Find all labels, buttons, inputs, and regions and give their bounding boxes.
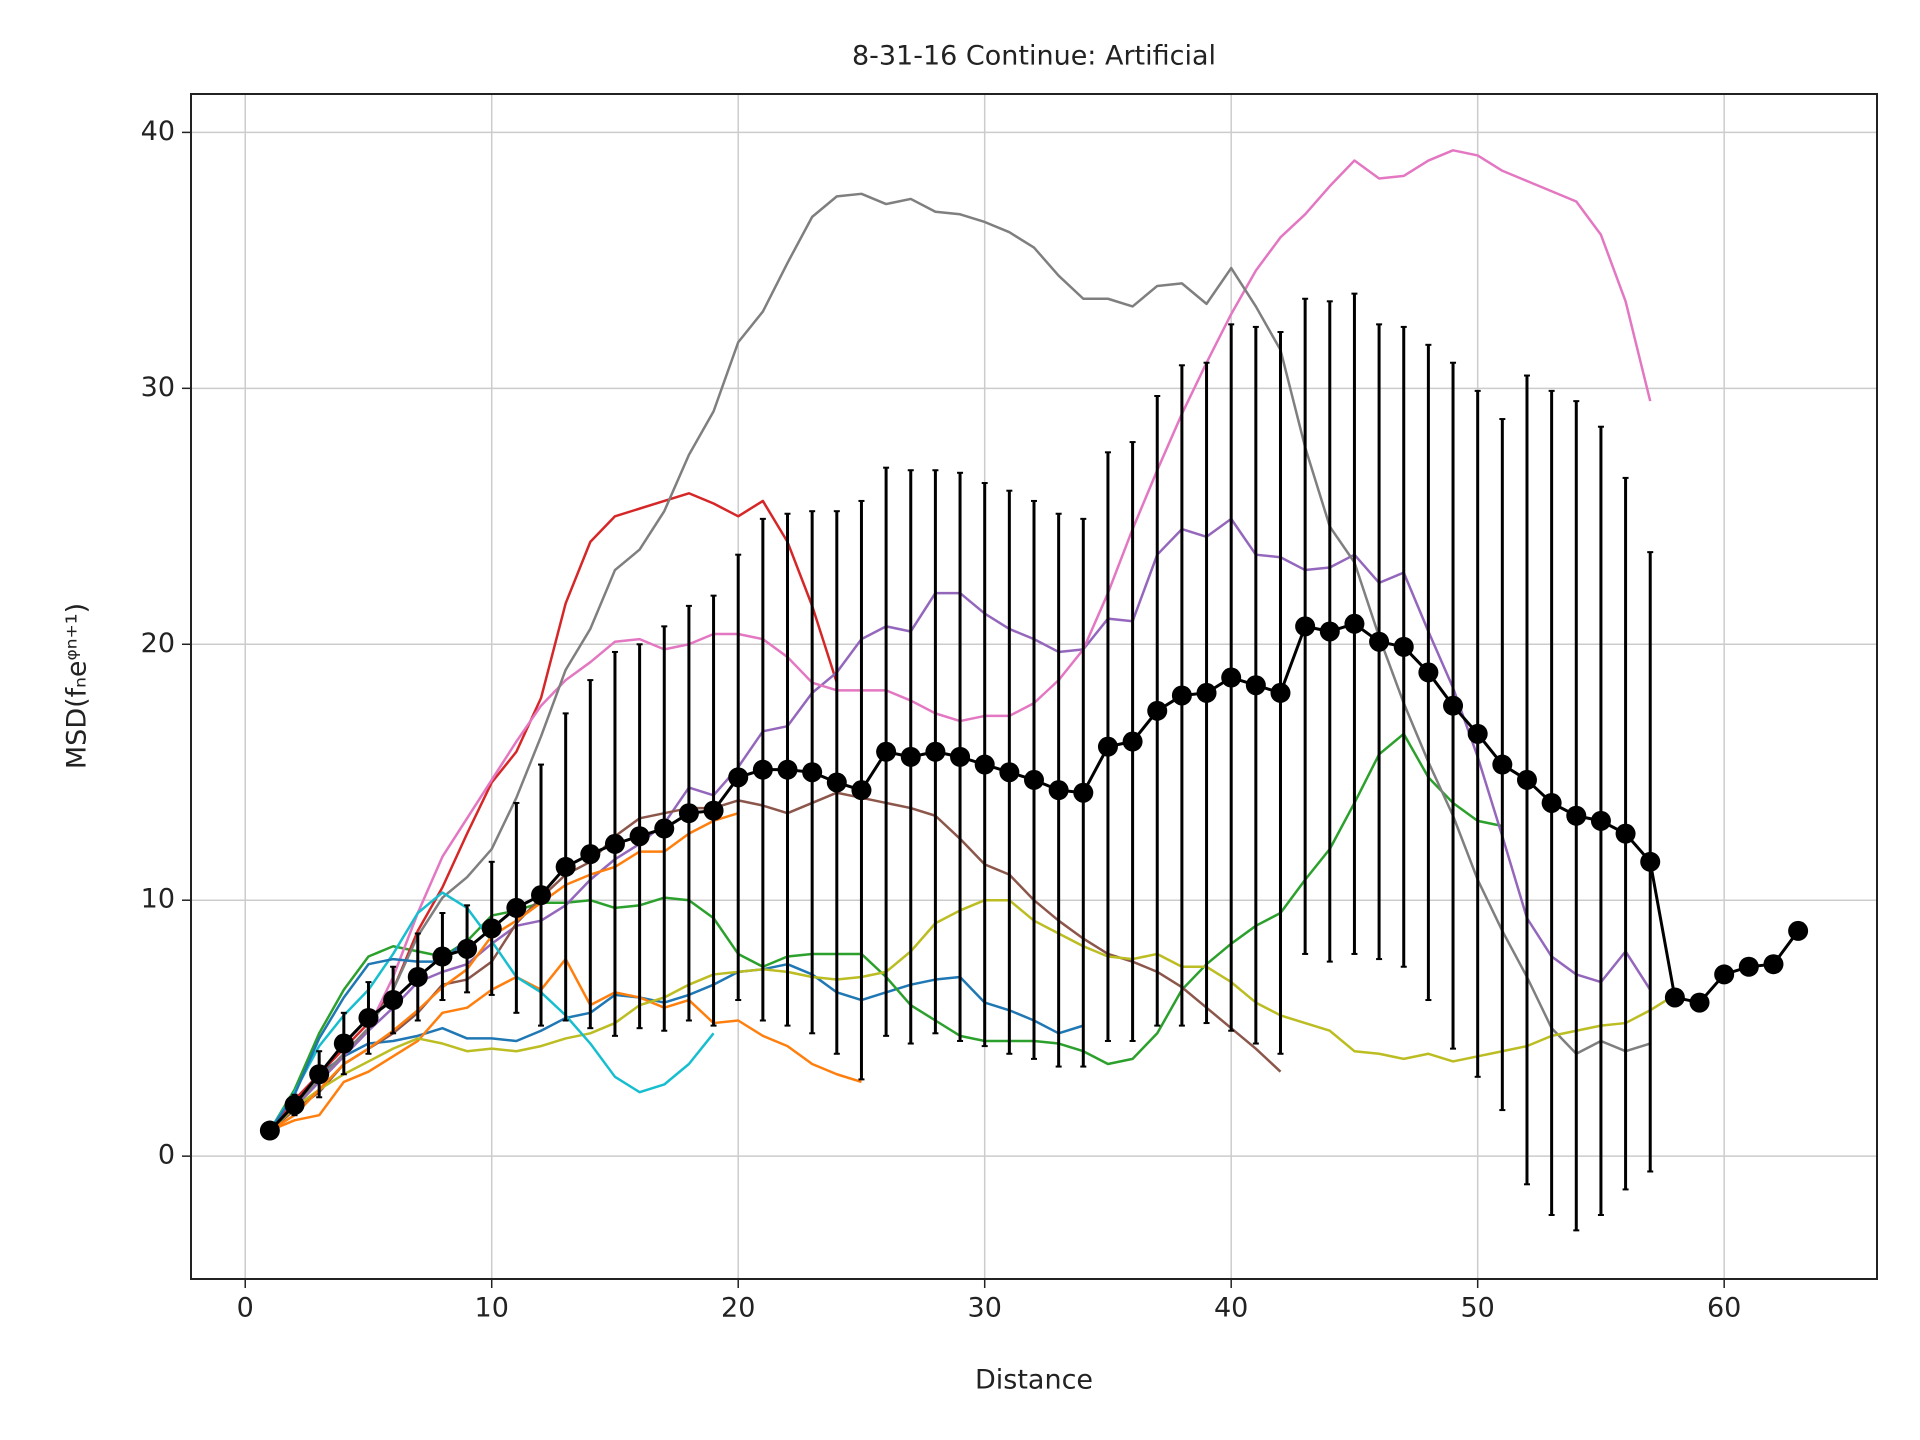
data-point: [1221, 667, 1242, 688]
data-point: [950, 746, 971, 767]
data-point: [506, 897, 527, 918]
data-point: [481, 918, 502, 939]
data-point: [358, 1007, 379, 1028]
data-point: [407, 966, 428, 987]
data-point: [1492, 754, 1513, 775]
data-point: [1615, 823, 1636, 844]
y-tick-label: 30: [141, 372, 175, 403]
series-line: [268, 192, 1651, 1132]
data-point: [333, 1033, 354, 1054]
y-tick-label: 0: [158, 1140, 175, 1171]
data-point: [309, 1064, 330, 1085]
data-point: [1763, 954, 1784, 975]
data-point: [728, 767, 749, 788]
data-point: [1393, 636, 1414, 657]
y-tick-label: 20: [141, 628, 175, 659]
data-point: [826, 772, 847, 793]
data-point: [1689, 992, 1710, 1013]
data-point: [1097, 736, 1118, 757]
series-line: [269, 898, 1676, 1132]
data-point: [1541, 792, 1562, 813]
plot-frame: [190, 93, 1878, 1280]
data-point: [1664, 987, 1685, 1008]
data-point: [1245, 675, 1266, 696]
data-point: [1516, 769, 1537, 790]
data-point: [851, 780, 872, 801]
data-point: [1171, 685, 1192, 706]
data-point: [1788, 920, 1809, 941]
data-point: [654, 818, 675, 839]
data-point: [925, 741, 946, 762]
x-tick-label: 60: [1707, 1293, 1741, 1324]
data-point: [752, 759, 773, 780]
data-point: [1566, 805, 1587, 826]
x-axis-label: Distance: [975, 1365, 1093, 1396]
data-point: [383, 990, 404, 1011]
y-tick-label: 40: [141, 116, 175, 147]
data-point: [1369, 631, 1390, 652]
data-point: [1024, 769, 1044, 790]
data-point: [777, 759, 798, 780]
data-point: [531, 885, 552, 906]
data-point: [703, 800, 724, 821]
data-point: [1443, 695, 1464, 716]
data-point: [1073, 782, 1094, 803]
data-point: [1048, 780, 1069, 801]
data-point: [1418, 662, 1439, 683]
y-axis-label: MSD(fₙeᵠⁿ⁺¹): [62, 603, 93, 769]
series-line: [268, 492, 838, 1132]
data-point: [284, 1094, 305, 1115]
data-point: [1714, 964, 1735, 985]
x-tick-label: 0: [237, 1293, 254, 1324]
data-point: [1295, 616, 1316, 637]
x-tick-label: 50: [1461, 1293, 1495, 1324]
x-tick-label: 40: [1214, 1293, 1248, 1324]
data-point: [802, 762, 823, 783]
data-point: [1122, 731, 1143, 752]
series-line: [269, 811, 739, 1132]
x-tick-label: 20: [721, 1293, 755, 1324]
series-line: [268, 962, 1084, 1132]
data-point: [1196, 682, 1217, 703]
data-point: [555, 856, 576, 877]
data-point: [974, 754, 995, 775]
data-point: [1319, 621, 1340, 642]
data-point: [1590, 810, 1611, 831]
data-point: [1640, 851, 1661, 872]
data-point: [1467, 723, 1488, 744]
x-tick-label: 10: [475, 1293, 509, 1324]
data-point: [1344, 613, 1365, 634]
data-point: [580, 844, 601, 865]
data-point: [1270, 682, 1291, 703]
data-point: [259, 1120, 280, 1141]
data-point: [432, 946, 453, 967]
data-point: [1147, 700, 1168, 721]
data-point: [604, 833, 625, 854]
data-point: [1738, 956, 1759, 977]
data-point: [457, 938, 478, 959]
y-tick-label: 10: [141, 884, 175, 915]
x-tick-label: 30: [968, 1293, 1002, 1324]
data-point: [999, 762, 1020, 783]
data-point: [876, 741, 897, 762]
data-point: [900, 746, 921, 767]
chart-title: 8-31-16 Continue: Artificial: [852, 41, 1216, 72]
data-point: [678, 803, 699, 824]
data-point: [629, 826, 650, 847]
